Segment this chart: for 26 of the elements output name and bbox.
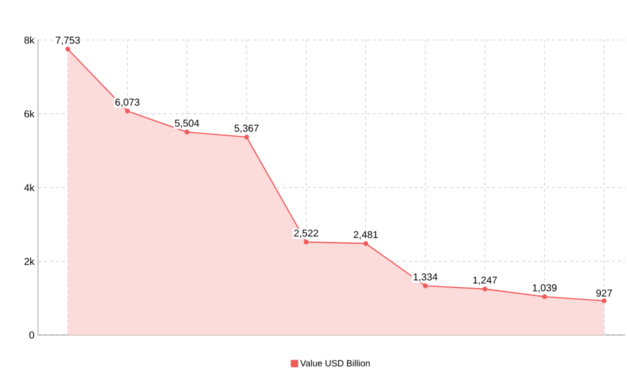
- point: [602, 298, 607, 304]
- y-tick-label: 0: [29, 331, 34, 339]
- point: [184, 130, 190, 134]
- point: [125, 108, 130, 114]
- point: [304, 240, 309, 244]
- legend-label: Value USD Billion: [300, 360, 370, 366]
- text: 2,481: [354, 231, 378, 240]
- text: 6,073: [115, 98, 140, 107]
- text: 5,504: [174, 120, 200, 128]
- text: 7,753: [56, 36, 80, 45]
- text: 1,039: [532, 284, 557, 293]
- y-tick-label: 8k: [24, 36, 34, 44]
- point: [422, 283, 428, 288]
- text: 5,367: [234, 124, 259, 133]
- point: [65, 46, 70, 52]
- point: [482, 286, 488, 292]
- y-tick-label: 6k: [24, 110, 34, 118]
- y-tick-label: 2k: [24, 258, 34, 265]
- text: 1,334: [414, 273, 438, 282]
- point: [244, 134, 249, 140]
- y-tick-label: 4k: [24, 184, 34, 192]
- text: 927: [596, 290, 612, 297]
- text: 1,247: [473, 276, 497, 285]
- point: [542, 294, 547, 300]
- point: [363, 241, 368, 246]
- text: 2,522: [294, 230, 318, 238]
